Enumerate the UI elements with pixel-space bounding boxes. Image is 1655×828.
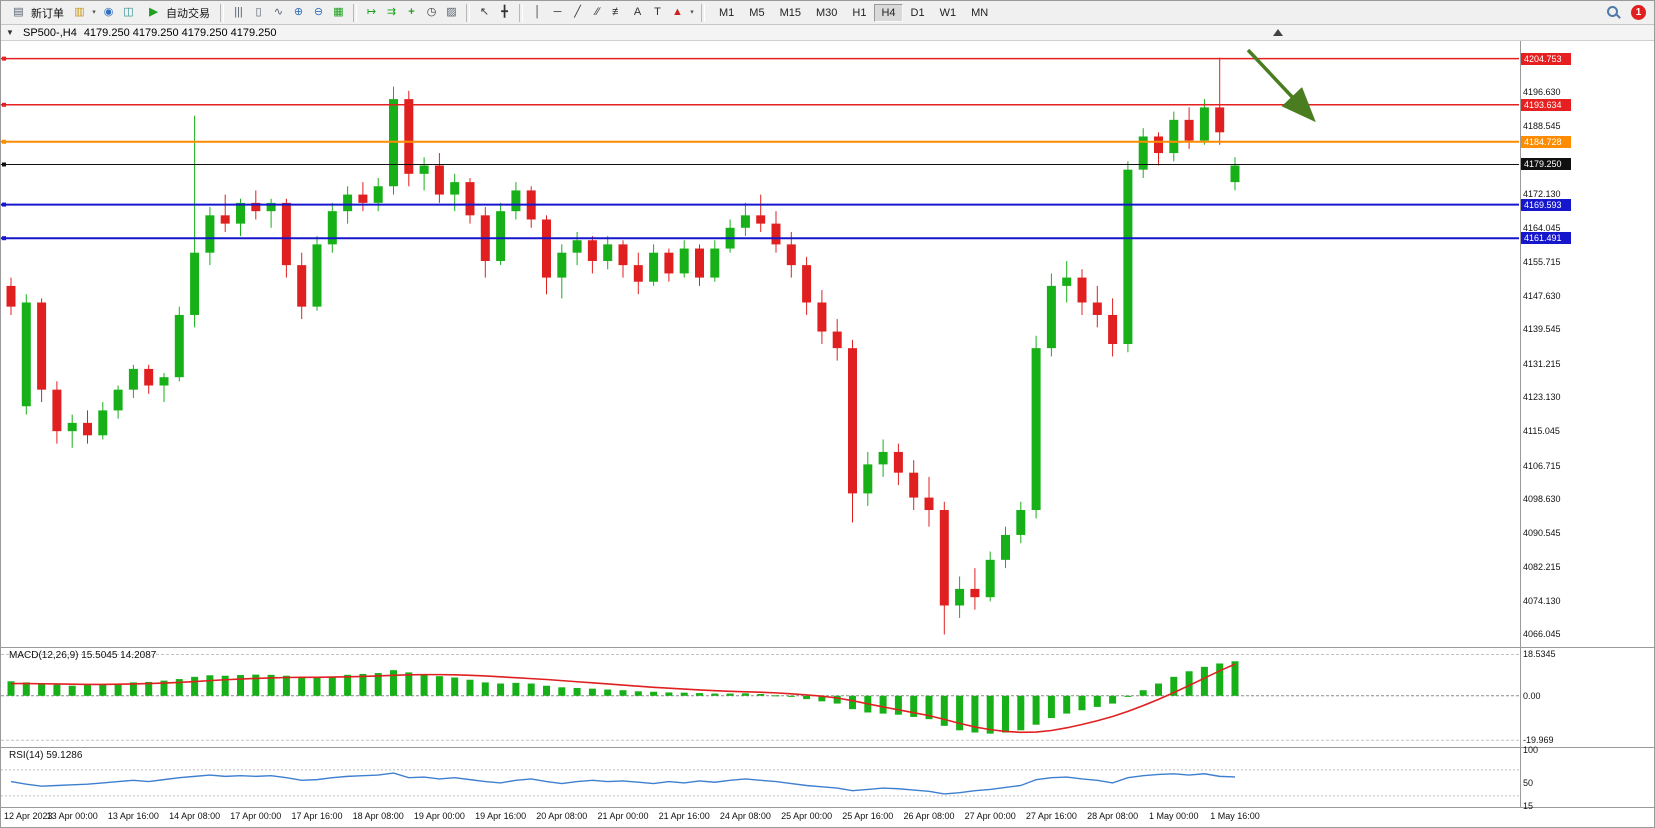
horizontal-line-icon[interactable]: ─ (553, 6, 562, 18)
price-level-badge[interactable]: 4179.250 (1521, 158, 1571, 171)
price-level-badge[interactable]: 4169.593 (1521, 198, 1571, 211)
trendline-icon[interactable]: ╱ (574, 6, 581, 18)
new-order-label: 新订单 (31, 7, 64, 20)
notification-badge[interactable]: 1 (1631, 5, 1646, 20)
timeframe-button-mn[interactable]: MN (971, 6, 989, 19)
dropdown-caret-icon[interactable]: ▾ (92, 9, 96, 16)
rsi-line (10, 772, 1236, 795)
crosshair-icon[interactable]: ╋ (501, 6, 508, 18)
fibonacci-icon[interactable]: ≢ (612, 6, 623, 18)
toolbar-separator (701, 3, 705, 22)
chart-symbol-period: SP500-,H4 (23, 26, 77, 39)
zoom-out-icon[interactable]: ⊖ (313, 6, 324, 18)
timeframe-button-d1[interactable]: D1 (910, 6, 925, 19)
new-chart-icon[interactable]: ▥ (74, 6, 85, 18)
tile-windows-icon[interactable]: ▦ (333, 6, 344, 18)
new-order-button[interactable]: ▤ 新订单 (4, 2, 69, 23)
macd-signal-line (11, 663, 1236, 734)
chart-shift-icon[interactable]: ⇉ (386, 6, 397, 18)
arrow-styles-icon[interactable]: ▲ (672, 6, 683, 18)
auto-trading-label: 自动交易 (166, 7, 210, 20)
macd-indicator-label: MACD(12,26,9) 15.5045 14.2087 (9, 650, 157, 661)
timeframe-toolbar: M1 M5 M15 M30 H1 H4 D1 W1 MN (712, 3, 995, 22)
price-level-badge[interactable]: 4184.728 (1521, 135, 1571, 148)
price-level-badge[interactable]: 4193.634 (1521, 98, 1571, 111)
rsi-indicator-label: RSI(14) 59.1286 (9, 750, 83, 761)
timeframe-button-w1[interactable]: W1 (939, 6, 957, 19)
toolbar-separator (519, 3, 523, 22)
macd-histogram (7, 661, 1239, 734)
candlestick-series[interactable] (6, 57, 1240, 635)
auto-trading-button[interactable]: ▶ 自动交易 (139, 2, 215, 23)
toolbar: ▤ 新订单 ▥ ▾ ◉ ◫ ▶ 自动交易 ||| ▯ ∿ ⊕ ⊖ ▦ ↦ ⇉ +… (1, 1, 1654, 25)
timeframe-button-m5[interactable]: M5 (749, 6, 765, 19)
new-order-icon: ▤ (13, 6, 24, 18)
templates-icon[interactable]: ▨ (446, 6, 457, 18)
profiles-icon[interactable]: ◉ (103, 6, 114, 18)
text-icon[interactable]: A (633, 6, 642, 18)
auto-trading-icon: ▶ (149, 6, 158, 18)
collapse-triangle-icon[interactable]: ▼ (6, 28, 14, 37)
line-chart-icon[interactable]: ∿ (273, 6, 284, 18)
timeframe-button-h4[interactable]: H4 (874, 3, 903, 22)
price-level-badge[interactable]: 4161.491 (1521, 232, 1571, 245)
search-icon[interactable] (1606, 5, 1621, 20)
indicators-icon[interactable]: + (408, 6, 415, 18)
market-watch-icon[interactable]: ◫ (123, 6, 134, 18)
bars-chart-icon[interactable]: ||| (234, 6, 243, 18)
dropdown-caret-icon[interactable]: ▾ (690, 9, 694, 16)
toolbar-right-group: 1 (1606, 5, 1651, 20)
periods-icon[interactable]: ◷ (426, 6, 437, 18)
equidistant-channel-icon[interactable]: ∕∕ (595, 6, 600, 18)
candlestick-chart-icon[interactable]: ▯ (255, 6, 262, 18)
timeframe-button-m30[interactable]: M30 (815, 6, 838, 19)
chart-caption: ▼ SP500-,H4 4179.250 4179.250 4179.250 4… (1, 25, 1654, 41)
toolbar-separator (353, 3, 357, 22)
toolbar-separator (466, 3, 470, 22)
timeframe-button-m1[interactable]: M1 (719, 6, 735, 19)
vertical-line-icon[interactable]: │ (534, 6, 541, 18)
auto-scroll-icon[interactable]: ↦ (366, 6, 377, 18)
timeframe-button-h1[interactable]: H1 (852, 6, 867, 19)
text-label-icon[interactable]: T (654, 6, 661, 18)
chart-ohlc: 4179.250 4179.250 4179.250 4179.250 (83, 26, 277, 39)
cursor-icon[interactable]: ↖ (479, 6, 490, 18)
trend-arrow[interactable] (1246, 48, 1316, 123)
timeframe-button-m15[interactable]: M15 (779, 6, 801, 19)
zoom-in-icon[interactable]: ⊕ (293, 6, 304, 18)
toolbar-separator (220, 3, 224, 22)
chart-shift-marker-icon[interactable] (1273, 29, 1283, 36)
price-level-badge[interactable]: 4204.753 (1521, 52, 1571, 65)
